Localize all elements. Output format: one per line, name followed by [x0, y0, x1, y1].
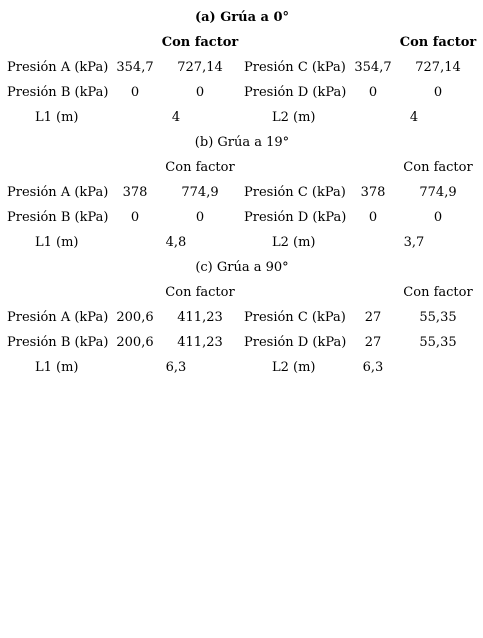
- value-l2: 3,7: [403, 235, 425, 250]
- label-presion-b: Presión B (kPa): [7, 85, 109, 100]
- label-presion-b: Presión B (kPa): [7, 210, 109, 225]
- header-con-factor-left: Con factor: [165, 160, 235, 175]
- value-l1: 4: [171, 110, 181, 125]
- section-title: (b) Grúa a 19°: [194, 135, 290, 150]
- label-presion-c: Presión C (kPa): [244, 60, 346, 75]
- label-l2: L2 (m): [272, 235, 316, 250]
- value-presion-b-factor: 0: [195, 85, 205, 100]
- value-presion-b: 0: [130, 85, 140, 100]
- value-presion-b-factor: 411,23: [177, 335, 223, 350]
- value-presion-c: 27: [364, 310, 382, 325]
- value-l1: 6,3: [165, 360, 187, 375]
- label-l1: L1 (m): [35, 235, 79, 250]
- value-l2: 6,3: [362, 360, 384, 375]
- label-presion-d: Presión D (kPa): [244, 210, 347, 225]
- value-presion-d: 0: [368, 210, 378, 225]
- value-presion-d: 0: [368, 85, 378, 100]
- value-presion-c: 378: [360, 185, 386, 200]
- label-l1: L1 (m): [35, 110, 79, 125]
- label-presion-a: Presión A (kPa): [7, 60, 109, 75]
- value-presion-c-factor: 774,9: [419, 185, 457, 200]
- section-title: (a) Grúa a 0°: [194, 10, 290, 25]
- value-presion-a: 354,7: [116, 60, 154, 75]
- header-con-factor-left: Con factor: [161, 35, 239, 50]
- label-l1: L1 (m): [35, 360, 79, 375]
- header-con-factor-right: Con factor: [399, 35, 477, 50]
- value-presion-a-factor: 411,23: [177, 310, 223, 325]
- value-presion-d: 27: [364, 335, 382, 350]
- value-presion-a-factor: 774,9: [181, 185, 219, 200]
- value-presion-c: 354,7: [354, 60, 392, 75]
- label-l2: L2 (m): [272, 110, 316, 125]
- value-presion-d-factor: 55,35: [419, 335, 457, 350]
- value-presion-d-factor: 0: [433, 85, 443, 100]
- header-con-factor-left: Con factor: [165, 285, 235, 300]
- value-l1: 4,8: [165, 235, 187, 250]
- label-presion-b: Presión B (kPa): [7, 335, 109, 350]
- label-presion-c: Presión C (kPa): [244, 185, 346, 200]
- value-presion-a: 378: [122, 185, 148, 200]
- value-l2: 4: [409, 110, 419, 125]
- label-presion-a: Presión A (kPa): [7, 185, 109, 200]
- value-presion-c-factor: 55,35: [419, 310, 457, 325]
- section-title: (c) Grúa a 90°: [195, 260, 289, 275]
- value-presion-b: 200,6: [116, 335, 154, 350]
- label-l2: L2 (m): [272, 360, 316, 375]
- label-presion-a: Presión A (kPa): [7, 310, 109, 325]
- header-con-factor-right: Con factor: [403, 285, 473, 300]
- label-presion-d: Presión D (kPa): [244, 85, 347, 100]
- header-con-factor-right: Con factor: [403, 160, 473, 175]
- value-presion-b-factor: 0: [195, 210, 205, 225]
- value-presion-a-factor: 727,14: [177, 60, 223, 75]
- value-presion-a: 200,6: [116, 310, 154, 325]
- value-presion-b: 0: [130, 210, 140, 225]
- label-presion-d: Presión D (kPa): [244, 335, 347, 350]
- label-presion-c: Presión C (kPa): [244, 310, 346, 325]
- value-presion-d-factor: 0: [433, 210, 443, 225]
- value-presion-c-factor: 727,14: [415, 60, 461, 75]
